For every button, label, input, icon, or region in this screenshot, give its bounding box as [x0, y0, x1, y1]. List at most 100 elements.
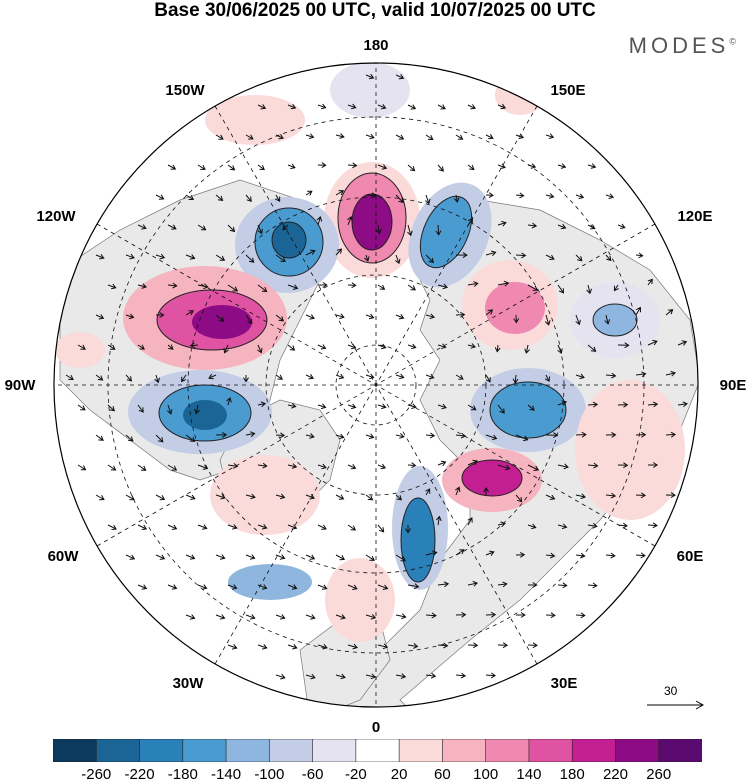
wind-arrow	[485, 192, 494, 199]
wind-arrow	[305, 554, 316, 560]
wind-arrow	[544, 374, 551, 383]
wind-arrow	[347, 216, 353, 226]
wind-arrow	[317, 463, 327, 470]
colorbar-tick-label: 60	[434, 766, 451, 783]
wind-arrow	[497, 280, 510, 287]
lon-label-60e: 60E	[677, 548, 704, 565]
wind-arrow	[677, 401, 688, 408]
wind-arrow	[185, 614, 196, 620]
wind-arrow	[395, 613, 407, 620]
wind-arrow	[544, 314, 551, 326]
colorbar-tick-label: -100	[254, 766, 285, 783]
wind-arrow	[485, 611, 497, 618]
wind-arrow	[527, 642, 538, 649]
wind-arrow	[605, 372, 617, 379]
wind-arrow	[167, 464, 178, 471]
wind-arrow	[437, 164, 444, 172]
wind-arrow	[185, 194, 195, 200]
wind-arrow	[605, 431, 617, 438]
wind-arrow	[557, 223, 567, 230]
wind-arrow	[137, 283, 148, 289]
wind-arrow	[365, 133, 375, 140]
colorbar-cell	[225, 739, 270, 762]
wind-arrow	[65, 374, 74, 381]
colorbar-cell	[269, 739, 314, 762]
wind-arrow	[467, 580, 479, 587]
anomaly-90w-negative-core	[183, 400, 227, 430]
wind-arrow	[497, 103, 507, 110]
wind-vectors	[65, 73, 688, 680]
wind-arrow	[467, 164, 475, 171]
wind-arrow	[243, 375, 249, 383]
wind-arrow	[587, 401, 599, 408]
wind-arrow	[515, 551, 526, 558]
wind-arrow	[107, 404, 116, 412]
wind-arrow	[167, 164, 177, 170]
wind-arrow	[257, 401, 267, 408]
wind-arrow	[347, 524, 357, 531]
wind-arrow	[635, 306, 641, 316]
wind-arrow	[512, 374, 519, 384]
wind-arrow	[557, 582, 568, 589]
wind-arrow	[407, 164, 416, 172]
wind-arrow	[515, 494, 523, 503]
wind-arrow	[317, 162, 327, 169]
wind-arrow	[215, 254, 226, 261]
wind-arrow	[617, 223, 626, 229]
wind-arrow	[215, 493, 226, 500]
wind-arrow	[95, 374, 104, 381]
wind-arrow	[77, 344, 86, 350]
wind-arrow	[647, 278, 653, 286]
wind-arrow	[275, 673, 286, 680]
wind-arrow	[395, 373, 405, 380]
colorbar-tick-label: -220	[124, 766, 155, 783]
wind-arrow	[215, 314, 225, 322]
wind-arrow	[227, 164, 236, 171]
wind-arrow	[605, 552, 616, 559]
wind-arrow	[437, 403, 447, 410]
wind-arrow	[425, 612, 437, 619]
colorbar-cell	[139, 739, 184, 762]
wind-arrow	[197, 464, 209, 470]
wind-arrow	[335, 133, 345, 139]
anomaly-180-positive-core	[352, 194, 392, 250]
wind-arrow	[407, 343, 417, 350]
wind-arrow	[317, 524, 327, 530]
wind-arrow	[665, 431, 677, 438]
wind-arrow	[167, 224, 177, 230]
map-title: Base 30/06/2025 00 UTC, valid 10/07/2025…	[154, 0, 596, 21]
wind-arrow	[347, 343, 357, 350]
wind-arrow	[435, 224, 442, 236]
wind-arrow	[425, 672, 437, 679]
wind-arrow	[316, 215, 323, 226]
wind-arrow	[245, 254, 255, 263]
wind-arrow	[77, 464, 87, 471]
wind-arrow	[485, 672, 497, 679]
wind-arrow	[545, 494, 556, 500]
wind-arrow	[335, 554, 346, 561]
wind-arrow	[545, 552, 556, 559]
anomaly-120w-positive-core	[192, 305, 252, 339]
wind-arrow	[497, 581, 508, 588]
wind-arrow	[575, 193, 585, 200]
wind-arrow	[335, 614, 346, 620]
wind-arrow	[575, 552, 586, 559]
wind-arrow	[197, 283, 209, 290]
wind-arrow	[365, 613, 377, 620]
wind-arrow	[365, 73, 375, 80]
wind-arrow	[227, 463, 239, 469]
wind-arrow	[257, 224, 263, 235]
wind-arrow	[125, 434, 134, 442]
wind-arrow	[485, 250, 497, 257]
wind-arrow	[347, 584, 358, 590]
lon-label-150w: 150W	[165, 82, 205, 99]
wind-arrow	[437, 104, 446, 110]
wind-arrow	[95, 314, 105, 320]
map-disk	[54, 63, 698, 707]
wind-arrow	[257, 643, 268, 650]
wind-arrow	[575, 493, 587, 500]
wind-arrow	[335, 433, 345, 440]
lon-label-120w: 120W	[36, 208, 76, 225]
wind-arrow	[497, 642, 509, 649]
wind-arrow	[377, 584, 389, 590]
